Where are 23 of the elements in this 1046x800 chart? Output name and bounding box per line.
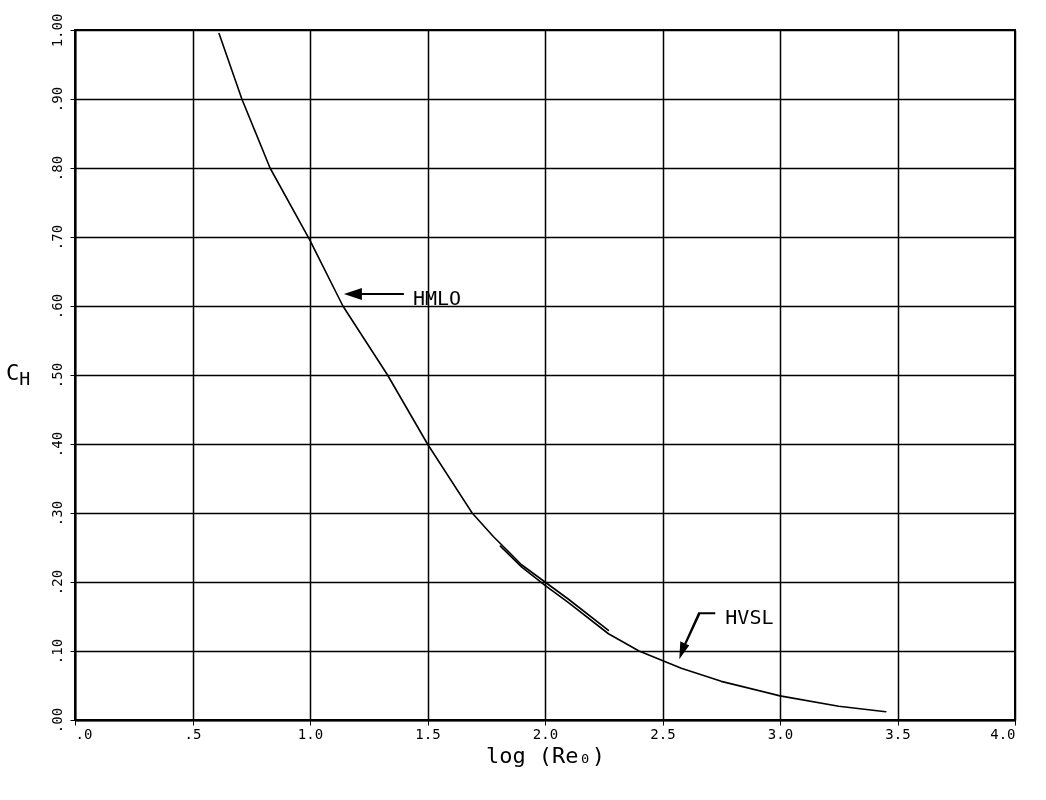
y-tick-label: .00	[48, 707, 65, 734]
x-tick-label: 3.5	[885, 725, 911, 742]
x-tick-label: .0	[75, 725, 93, 742]
y-tick-label: .60	[48, 293, 65, 320]
y-tick-label: .40	[48, 431, 65, 458]
y-tick-label: .70	[48, 224, 65, 251]
x-tick-label: 2.5	[650, 725, 676, 742]
y-tick-label: .80	[48, 155, 65, 182]
y-tick-label: .20	[48, 569, 65, 596]
x-tick-label: 1.0	[297, 725, 324, 742]
x-axis-title: log (Re₀)	[485, 742, 606, 768]
x-tick-label: 4.0	[990, 725, 1016, 742]
y-tick-label: .30	[48, 500, 65, 527]
y-tick-label: 1.00	[48, 13, 65, 48]
x-tick-label: 3.0	[767, 725, 794, 742]
y-tick-label: .10	[48, 638, 65, 665]
x-tick-label: 1.5	[415, 725, 441, 742]
text: HVSL	[725, 605, 774, 630]
y-tick-label: .90	[48, 86, 65, 113]
y-axis-title: C$_{H}$	[6, 360, 31, 390]
y-tick-label: .50	[48, 362, 65, 389]
x-tick-label: 2.0	[532, 725, 559, 742]
x-tick-label: .5	[184, 725, 202, 742]
